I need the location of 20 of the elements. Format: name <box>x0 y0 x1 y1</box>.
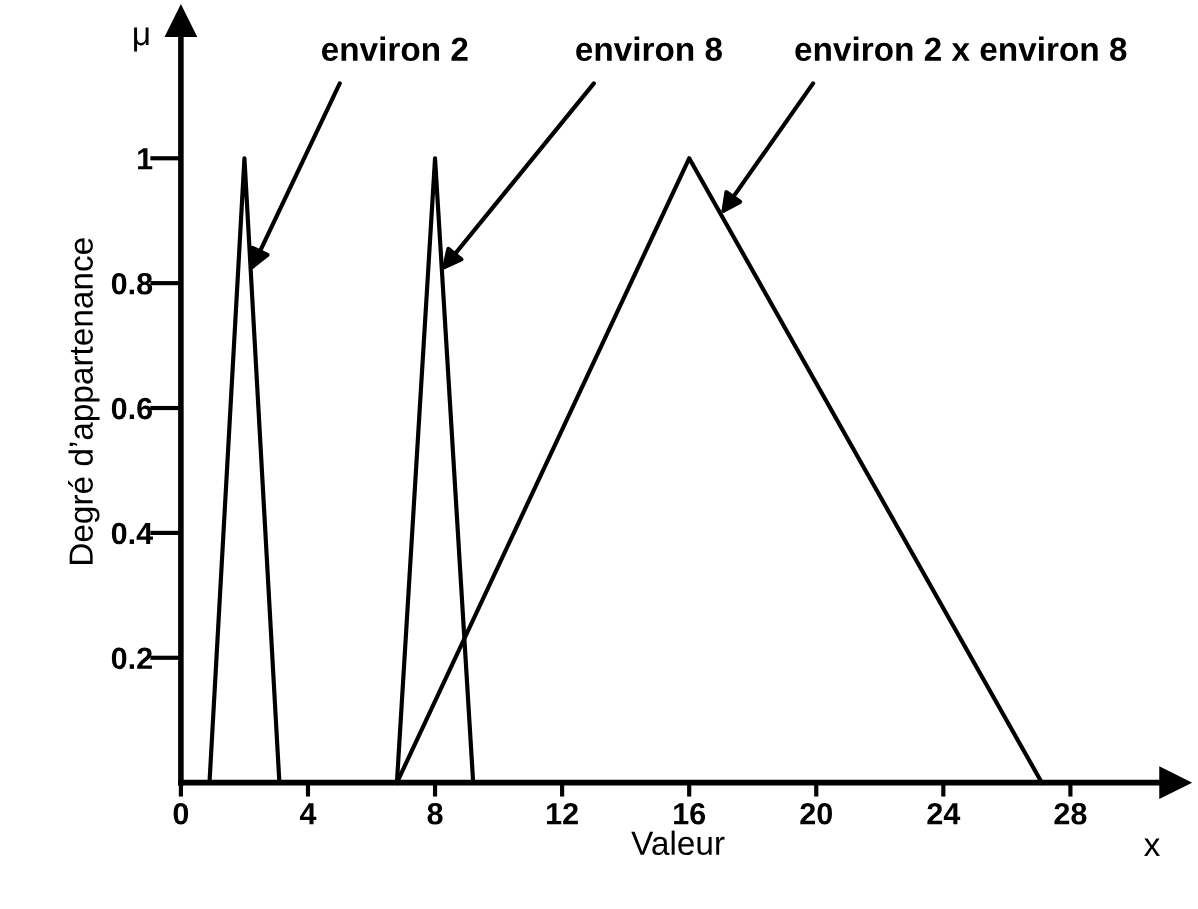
x-tick-label: 28 <box>1054 802 1087 825</box>
y-axis-title: Degré d’appartenance <box>68 238 100 564</box>
text: x <box>1144 838 1160 857</box>
y-tick-label: 0.2 <box>111 647 152 670</box>
x-tick-label: 4 <box>299 803 317 825</box>
annotation: environ 2 x environ 8 <box>795 36 1127 62</box>
x-tick-label: 20 <box>800 802 832 825</box>
x-tick-label: 0 <box>173 802 189 825</box>
x-axis-title: Valeur <box>631 830 725 856</box>
x-tick-label: 8 <box>427 802 443 825</box>
y-tick-label: 0.6 <box>111 397 153 420</box>
y-tick-label: 0.8 <box>111 272 153 295</box>
annotation: environ 2 <box>321 36 468 62</box>
y-tick-label: 1 <box>138 148 153 170</box>
text: μ <box>134 27 149 52</box>
x-tick-label: 12 <box>547 802 578 825</box>
x-tick-label: 16 <box>674 802 706 825</box>
x-tick-label: 24 <box>927 802 961 825</box>
y-tick-label: 0.4 <box>111 522 153 545</box>
annotation: environ 8 <box>576 36 722 62</box>
